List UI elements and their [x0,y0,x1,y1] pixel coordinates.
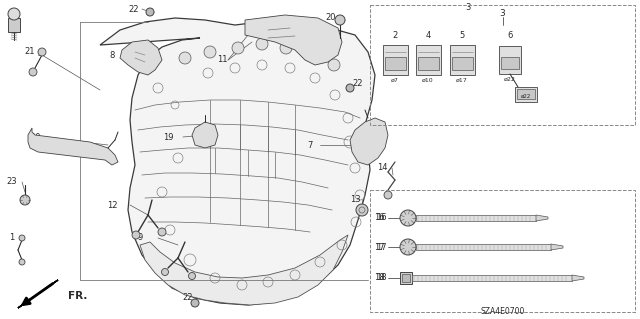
Bar [400,272,412,284]
Polygon shape [572,275,584,281]
Circle shape [280,42,292,54]
Text: SZA4E0700: SZA4E0700 [481,308,525,316]
Text: 8: 8 [109,50,115,60]
Text: ø22: ø22 [521,93,531,99]
Circle shape [19,259,25,265]
Circle shape [38,48,46,56]
Text: 22: 22 [183,293,193,302]
Text: 10: 10 [29,133,40,143]
Bar [449,45,474,75]
Circle shape [204,46,216,58]
Text: 13: 13 [349,196,360,204]
Circle shape [346,84,354,92]
Polygon shape [120,40,162,75]
Text: 23: 23 [6,177,17,187]
Bar [416,215,536,221]
Circle shape [146,8,154,16]
Text: 9: 9 [138,234,143,242]
Text: 15: 15 [7,24,17,33]
Text: 6: 6 [508,31,513,40]
Polygon shape [18,280,58,308]
Polygon shape [192,122,218,148]
Text: 16: 16 [376,213,387,222]
Text: ø17: ø17 [456,78,468,83]
Bar [385,57,406,70]
Circle shape [158,228,166,236]
Bar [370,5,635,125]
Polygon shape [28,128,118,165]
Text: FR.: FR. [68,291,88,301]
Text: 11: 11 [217,56,227,64]
Circle shape [132,231,140,239]
Bar [8,18,20,32]
Text: 22: 22 [353,79,364,88]
Bar [402,274,410,282]
Circle shape [232,42,244,54]
Circle shape [191,299,199,307]
Circle shape [20,195,30,205]
Text: 12: 12 [107,201,117,210]
Text: 5: 5 [460,31,465,40]
Circle shape [189,272,195,279]
Text: 3: 3 [465,4,470,12]
Circle shape [19,235,25,241]
Text: 16: 16 [374,213,385,222]
Circle shape [384,191,392,199]
Circle shape [179,52,191,64]
Text: 4: 4 [426,31,431,40]
Circle shape [400,210,416,226]
Text: 22: 22 [129,4,140,13]
Text: 3: 3 [500,9,506,18]
Text: 17: 17 [374,242,385,251]
Circle shape [29,68,37,76]
Bar [416,244,551,250]
Bar [412,275,572,281]
Polygon shape [551,244,563,250]
Text: 18: 18 [376,273,387,283]
Text: 7: 7 [307,140,313,150]
Circle shape [400,239,416,255]
Polygon shape [350,118,388,165]
Bar [370,190,635,312]
Bar [515,87,537,102]
Bar [415,45,440,75]
Bar [417,57,438,70]
Circle shape [304,49,316,61]
Text: 1: 1 [10,234,15,242]
Text: 20: 20 [326,12,336,21]
Polygon shape [536,215,548,221]
Circle shape [256,38,268,50]
Bar [383,45,408,75]
Text: ø22: ø22 [504,77,516,81]
Bar [501,57,519,69]
Bar [517,89,535,99]
Text: 14: 14 [377,164,387,173]
Polygon shape [245,15,342,65]
Bar [499,46,521,74]
Polygon shape [140,235,348,305]
Text: 17: 17 [376,242,387,251]
Circle shape [8,8,20,20]
Text: ø7: ø7 [391,78,399,83]
Text: ø10: ø10 [422,78,434,83]
Bar [451,57,472,70]
Polygon shape [18,280,58,308]
Text: 21: 21 [25,48,35,56]
Text: 19: 19 [163,132,173,142]
Text: 18: 18 [374,273,385,283]
Text: 2: 2 [392,31,397,40]
Circle shape [161,269,168,276]
Circle shape [356,204,368,216]
Circle shape [335,15,345,25]
Circle shape [328,59,340,71]
Polygon shape [100,18,375,305]
